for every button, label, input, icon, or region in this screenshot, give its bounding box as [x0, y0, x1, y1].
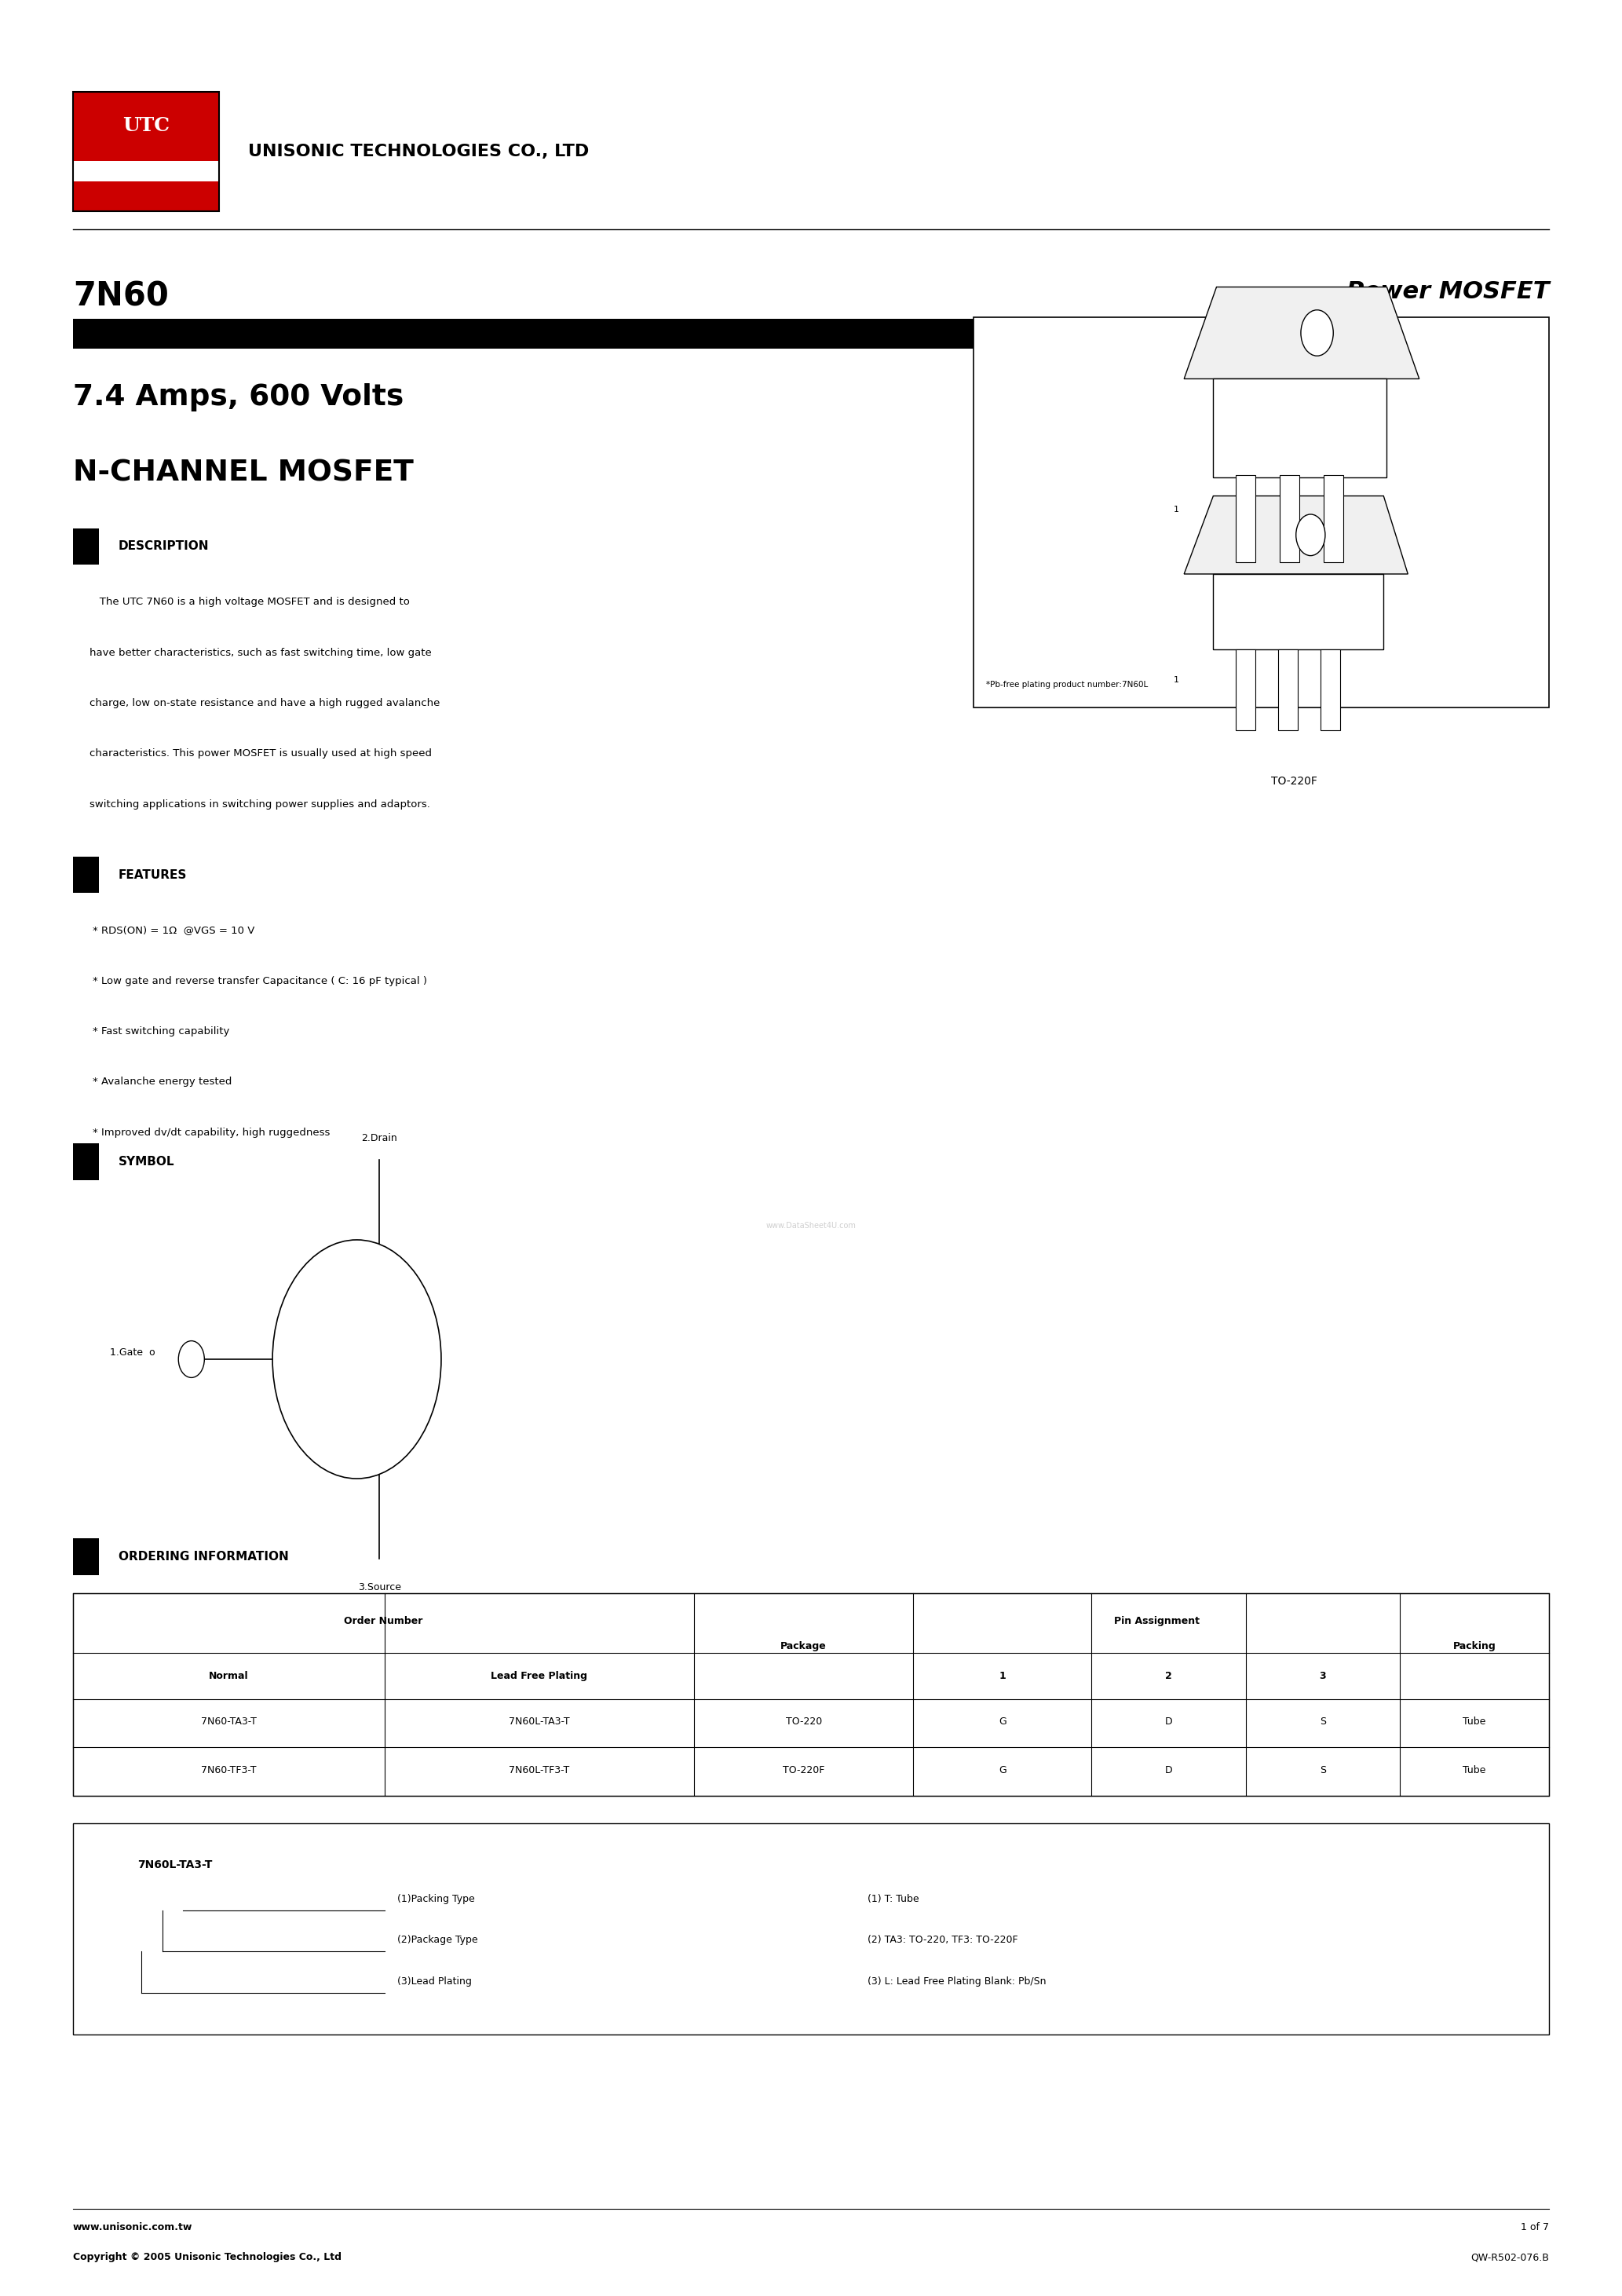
Text: 1: 1: [1173, 505, 1179, 514]
Text: * Improved dv/dt capability, high ruggedness: * Improved dv/dt capability, high rugged…: [92, 1127, 329, 1137]
Text: Tube: Tube: [1463, 1717, 1486, 1727]
Text: 7N60L-TA3-T: 7N60L-TA3-T: [138, 1860, 212, 1871]
Text: 7N60L-TA3-T: 7N60L-TA3-T: [509, 1717, 569, 1727]
Text: TO-220: TO-220: [785, 1717, 822, 1727]
Bar: [1236, 650, 1255, 730]
Text: 3: 3: [1319, 1671, 1327, 1681]
Text: 2.Drain: 2.Drain: [362, 1134, 397, 1143]
Text: G: G: [999, 1717, 1006, 1727]
Text: SYMBOL: SYMBOL: [118, 1155, 175, 1169]
Text: www.unisonic.com.tw: www.unisonic.com.tw: [73, 2223, 193, 2232]
Bar: [73, 1823, 1549, 2034]
Text: DESCRIPTION: DESCRIPTION: [118, 540, 209, 553]
Text: UTC: UTC: [122, 115, 170, 135]
Bar: [973, 317, 1549, 707]
Text: UNISONIC TECHNOLOGIES CO., LTD: UNISONIC TECHNOLOGIES CO., LTD: [248, 145, 589, 158]
Bar: [73, 1593, 1549, 1795]
Text: 3.Source: 3.Source: [358, 1582, 401, 1591]
Text: Order Number: Order Number: [344, 1616, 423, 1626]
Text: Packing: Packing: [1453, 1642, 1495, 1651]
Text: (1)Packing Type: (1)Packing Type: [397, 1894, 475, 1903]
Bar: [1320, 650, 1340, 730]
Text: * RDS(ON) = 1Ω  @VGS = 10 V: * RDS(ON) = 1Ω @VGS = 10 V: [92, 925, 255, 934]
Text: QW-R502-076.B: QW-R502-076.B: [1471, 2252, 1549, 2262]
Bar: [1278, 650, 1298, 730]
Circle shape: [178, 1341, 204, 1378]
Text: have better characteristics, such as fast switching time, low gate: have better characteristics, such as fas…: [89, 647, 431, 657]
Text: Power MOSFET: Power MOSFET: [1346, 280, 1549, 303]
Text: 2: 2: [1165, 1671, 1173, 1681]
Circle shape: [272, 1240, 441, 1479]
Text: (2)Package Type: (2)Package Type: [397, 1936, 478, 1945]
Text: * Low gate and reverse transfer Capacitance ( C: 16 pF typical ): * Low gate and reverse transfer Capacita…: [92, 976, 427, 985]
Bar: [73, 1143, 99, 1180]
Bar: [73, 92, 219, 161]
Bar: [1280, 475, 1299, 563]
Text: Pin Assignment: Pin Assignment: [1114, 1616, 1199, 1626]
Circle shape: [1301, 310, 1333, 356]
Text: switching applications in switching power supplies and adaptors.: switching applications in switching powe…: [89, 799, 430, 808]
Text: Tube: Tube: [1463, 1766, 1486, 1775]
Polygon shape: [1184, 287, 1419, 379]
Bar: [73, 1538, 99, 1575]
Text: 7.4 Amps, 600 Volts: 7.4 Amps, 600 Volts: [73, 383, 404, 411]
Text: TO-220F: TO-220F: [1272, 776, 1317, 788]
Text: Copyright © 2005 Unisonic Technologies Co., Ltd: Copyright © 2005 Unisonic Technologies C…: [73, 2252, 342, 2262]
Text: S: S: [1320, 1717, 1325, 1727]
Text: D: D: [1165, 1766, 1173, 1775]
Text: 1: 1: [1173, 675, 1179, 684]
Text: Lead Free Plating: Lead Free Plating: [491, 1671, 587, 1681]
Text: 7N60-TA3-T: 7N60-TA3-T: [201, 1717, 256, 1727]
Text: (2) TA3: TO-220, TF3: TO-220F: (2) TA3: TO-220, TF3: TO-220F: [868, 1936, 1019, 1945]
Bar: [1324, 475, 1343, 563]
Text: characteristics. This power MOSFET is usually used at high speed: characteristics. This power MOSFET is us…: [89, 748, 431, 758]
Polygon shape: [1184, 496, 1408, 574]
Text: Package: Package: [780, 1642, 827, 1651]
Bar: [73, 319, 1549, 349]
Text: *Pb-free plating product number:7N60L: *Pb-free plating product number:7N60L: [986, 682, 1148, 689]
Text: 7N60L-TF3-T: 7N60L-TF3-T: [509, 1766, 569, 1775]
Bar: [73, 181, 219, 211]
Text: (3)Lead Plating: (3)Lead Plating: [397, 1977, 472, 1986]
Bar: [73, 856, 99, 893]
Bar: [73, 161, 219, 181]
Text: 1: 1: [999, 1671, 1006, 1681]
Circle shape: [1296, 514, 1325, 556]
Text: TO-220F: TO-220F: [783, 1766, 824, 1775]
Text: 7N60-TF3-T: 7N60-TF3-T: [201, 1766, 256, 1775]
Text: 1 of 7: 1 of 7: [1521, 2223, 1549, 2232]
Text: G: G: [999, 1766, 1006, 1775]
Text: (3) L: Lead Free Plating Blank: Pb/Sn: (3) L: Lead Free Plating Blank: Pb/Sn: [868, 1977, 1046, 1986]
Text: charge, low on-state resistance and have a high rugged avalanche: charge, low on-state resistance and have…: [89, 698, 440, 707]
Text: N-CHANNEL MOSFET: N-CHANNEL MOSFET: [73, 459, 414, 487]
Bar: [73, 528, 99, 565]
Text: 1.Gate  o: 1.Gate o: [110, 1348, 156, 1357]
Bar: [73, 92, 219, 211]
Text: FEATURES: FEATURES: [118, 868, 187, 882]
Text: S: S: [1320, 1766, 1325, 1775]
Text: The UTC 7N60 is a high voltage MOSFET and is designed to: The UTC 7N60 is a high voltage MOSFET an…: [89, 597, 409, 606]
Text: (1) T: Tube: (1) T: Tube: [868, 1894, 920, 1903]
Text: D: D: [1165, 1717, 1173, 1727]
Bar: [1213, 379, 1387, 478]
Text: TO-220: TO-220: [1278, 608, 1317, 620]
Text: 7N60: 7N60: [73, 280, 169, 312]
Bar: [1236, 475, 1255, 563]
Text: ORDERING INFORMATION: ORDERING INFORMATION: [118, 1550, 289, 1564]
Text: www.DataSheet4U.com: www.DataSheet4U.com: [766, 1221, 856, 1231]
Bar: [1213, 574, 1384, 650]
Text: * Avalanche energy tested: * Avalanche energy tested: [92, 1077, 232, 1086]
Text: * Fast switching capability: * Fast switching capability: [92, 1026, 229, 1035]
Text: Normal: Normal: [209, 1671, 248, 1681]
